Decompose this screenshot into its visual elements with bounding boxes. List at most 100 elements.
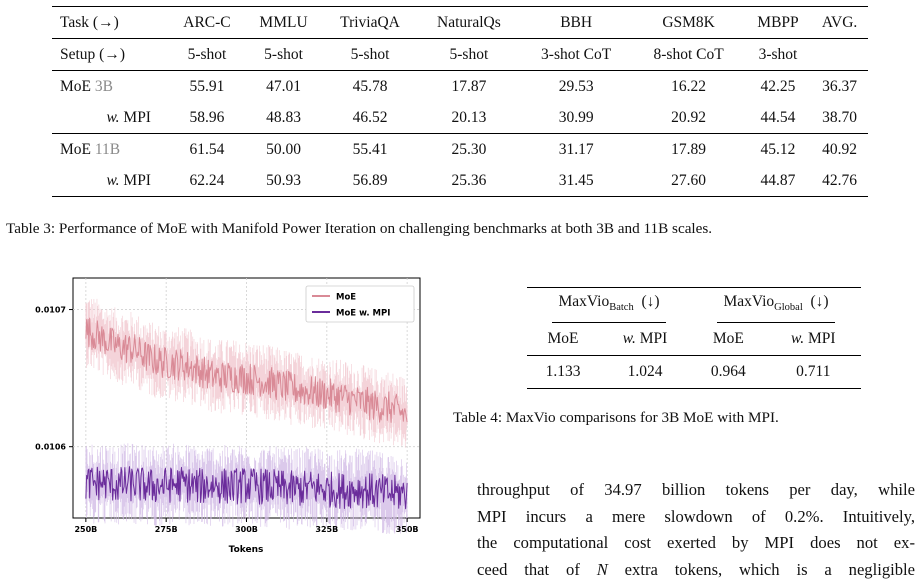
score-cell: 48.83	[245, 102, 322, 134]
score-cell: 20.13	[418, 102, 520, 134]
table3-setup-cell: 5-shot	[322, 39, 418, 71]
col-header: MoE	[527, 323, 599, 356]
x-tick-label: 325B	[315, 525, 338, 534]
col-prefix: w.	[623, 330, 636, 347]
value-cell: 0.711	[766, 356, 861, 389]
table3-setup-row: Setup (→) 5-shot 5-shot 5-shot 5-shot 3-…	[52, 39, 868, 71]
table3-header-cell: ARC-C	[169, 7, 245, 39]
score-cell: 46.52	[322, 102, 418, 134]
metric-sub: Batch	[609, 302, 634, 313]
avg-cell: 42.76	[811, 165, 868, 197]
body-paragraph: throughput of 34.97 billion tokens per d…	[477, 477, 915, 583]
avg-cell: 36.37	[811, 71, 868, 103]
metric-arrow: (↓)	[641, 293, 659, 310]
table3-header-row: Task (→) ARC-C MMLU TriviaQA NaturalQs B…	[52, 7, 868, 39]
table-row: MoE 3B 55.91 47.01 45.78 17.87 29.53 16.…	[52, 71, 868, 103]
score-cell: 45.12	[745, 134, 811, 166]
paragraph-line: MPI incurs a mere slowdown of 0.2%. Intu…	[477, 504, 915, 531]
method-prefix: w.	[106, 172, 119, 189]
score-cell: 27.60	[632, 165, 744, 197]
score-cell: 62.24	[169, 165, 245, 197]
math-var: N	[597, 560, 608, 579]
value-cell: 0.964	[691, 356, 766, 389]
avg-cell: 38.70	[811, 102, 868, 134]
table3-setup-cell: 5-shot	[418, 39, 520, 71]
value-cell: 1.024	[599, 356, 691, 389]
x-tick-label: 350B	[396, 525, 419, 534]
table-row: MoE 11B 61.54 50.00 55.41 25.30 31.17 17…	[52, 134, 868, 166]
score-cell: 30.99	[520, 102, 632, 134]
table-row: 1.133 1.024 0.964 0.711	[527, 356, 861, 389]
col-method: MPI	[808, 330, 836, 347]
method-prefix: w.	[106, 109, 119, 126]
maxvio-global-header: MaxVioGlobal (↓)	[717, 288, 834, 323]
legend-label-moe-mpi: MoE w. MPI	[336, 309, 390, 319]
table4-group-row: MaxVioBatch (↓) MaxVioGlobal (↓)	[527, 288, 861, 324]
table3-setup-cell: 5-shot	[245, 39, 322, 71]
table-row: w. MPI 58.96 48.83 46.52 20.13 30.99 20.…	[52, 102, 868, 134]
score-cell: 58.96	[169, 102, 245, 134]
x-tick-label: 300B	[235, 525, 258, 534]
table3-setup-cell: Setup (→)	[52, 39, 169, 71]
score-cell: 25.30	[418, 134, 520, 166]
col-prefix: w.	[791, 330, 804, 347]
score-cell: 17.89	[632, 134, 744, 166]
method-label: w. MPI	[52, 102, 169, 134]
metric-sub: Global	[774, 302, 803, 313]
score-cell: 42.25	[745, 71, 811, 103]
method-name: MPI	[123, 109, 151, 126]
model-label: MoE 11B	[52, 134, 169, 166]
score-cell: 50.00	[245, 134, 322, 166]
col-method: MPI	[640, 330, 668, 347]
caption-metric: MaxVio	[506, 409, 556, 426]
avg-cell: 40.92	[811, 134, 868, 166]
score-cell: 31.45	[520, 165, 632, 197]
score-cell: 45.78	[322, 71, 418, 103]
score-cell: 16.22	[632, 71, 744, 103]
table3-setup-cell: 5-shot	[169, 39, 245, 71]
score-cell: 25.36	[418, 165, 520, 197]
x-tick-label: 275B	[155, 525, 178, 534]
col-header: w. MPI	[766, 323, 861, 356]
score-cell: 50.93	[245, 165, 322, 197]
table3-setup-cell: 3-shot	[745, 39, 811, 71]
table3-header-cell: MMLU	[245, 7, 322, 39]
table4-group-batch: MaxVioBatch (↓)	[527, 288, 691, 324]
table3-setup-cell	[811, 39, 868, 71]
score-cell: 47.01	[245, 71, 322, 103]
model-size: 11B	[95, 141, 120, 158]
score-cell: 44.54	[745, 102, 811, 134]
col-header: w. MPI	[599, 323, 691, 356]
table3-header-cell: Task (→)	[52, 7, 169, 39]
method-name: MPI	[123, 172, 151, 189]
metric-arrow: (↓)	[811, 293, 829, 310]
caption-text: comparisons for 3B MoE with MPI.	[556, 409, 779, 426]
maxvio-batch-header: MaxVioBatch (↓)	[552, 288, 665, 323]
y-tick-label: 0.0107	[35, 306, 66, 315]
method-label: w. MPI	[52, 165, 169, 197]
score-cell: 31.17	[520, 134, 632, 166]
table-row: w. MPI 62.24 50.93 56.89 25.36 31.45 27.…	[52, 165, 868, 197]
paragraph-text: ceed that of	[477, 560, 597, 579]
table4-caption: Table 4: MaxVio comparisons for 3B MoE w…	[453, 409, 779, 427]
legend-label-moe: MoE	[336, 293, 356, 303]
table3-header-cell: NaturalQs	[418, 7, 520, 39]
table3-setup-cell: 8-shot CoT	[632, 39, 744, 71]
paragraph-line: throughput of 34.97 billion tokens per d…	[477, 477, 915, 504]
y-tick-label: 0.0106	[35, 443, 66, 452]
model-label: MoE 3B	[52, 71, 169, 103]
table3-header-cell: MBPP	[745, 7, 811, 39]
table4-col-row: MoE w. MPI MoE w. MPI	[527, 323, 861, 356]
score-cell: 61.54	[169, 134, 245, 166]
score-cell: 17.87	[418, 71, 520, 103]
score-cell: 56.89	[322, 165, 418, 197]
table3-header-cell: BBH	[520, 7, 632, 39]
legend: MoE MoE w. MPI	[306, 286, 414, 322]
table3-setup-cell: 3-shot CoT	[520, 39, 632, 71]
paragraph-text: extra tokens, which is a negligible	[608, 560, 915, 579]
score-cell: 55.91	[169, 71, 245, 103]
score-cell: 55.41	[322, 134, 418, 166]
score-cell: 29.53	[520, 71, 632, 103]
metric-name: MaxVio	[723, 293, 774, 310]
